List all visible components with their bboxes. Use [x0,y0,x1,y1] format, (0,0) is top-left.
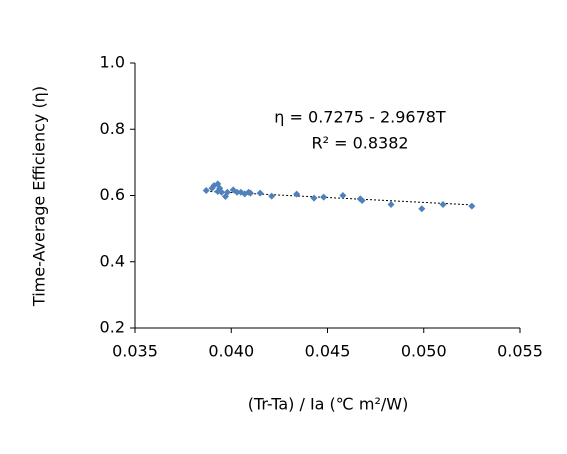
y-tick-label: 1.0 [100,53,125,72]
x-tick-label: 0.040 [208,342,254,361]
r-squared: R² = 0.8382 [311,134,408,153]
x-tick-label: 0.035 [112,342,158,361]
y-tick-label: 0.6 [100,185,125,204]
y-tick-label: 0.2 [100,318,125,337]
y-tick-label: 0.8 [100,119,125,138]
x-tick-label: 0.045 [305,342,351,361]
x-axis-title: (Tr-Ta) / Ia (℃ m²/W) [248,395,409,414]
point [293,190,301,198]
point [223,188,231,196]
point [202,187,210,195]
point [468,202,476,210]
point [358,196,366,204]
point [268,192,276,200]
y-tick-label: 0.4 [100,251,125,270]
x-tick-label: 0.050 [401,342,447,361]
point [310,194,318,202]
point [256,189,264,197]
point [218,188,226,196]
x-tick-label: 0.055 [497,342,543,361]
point [247,189,254,197]
point [233,188,241,196]
point [320,193,328,201]
point [339,192,347,199]
point [387,200,395,208]
equation: η = 0.7275 - 2.9678T [274,108,446,127]
point [418,205,426,213]
y-axis-title: Time-Average Efficiency (η) [30,86,49,307]
point [439,200,447,208]
